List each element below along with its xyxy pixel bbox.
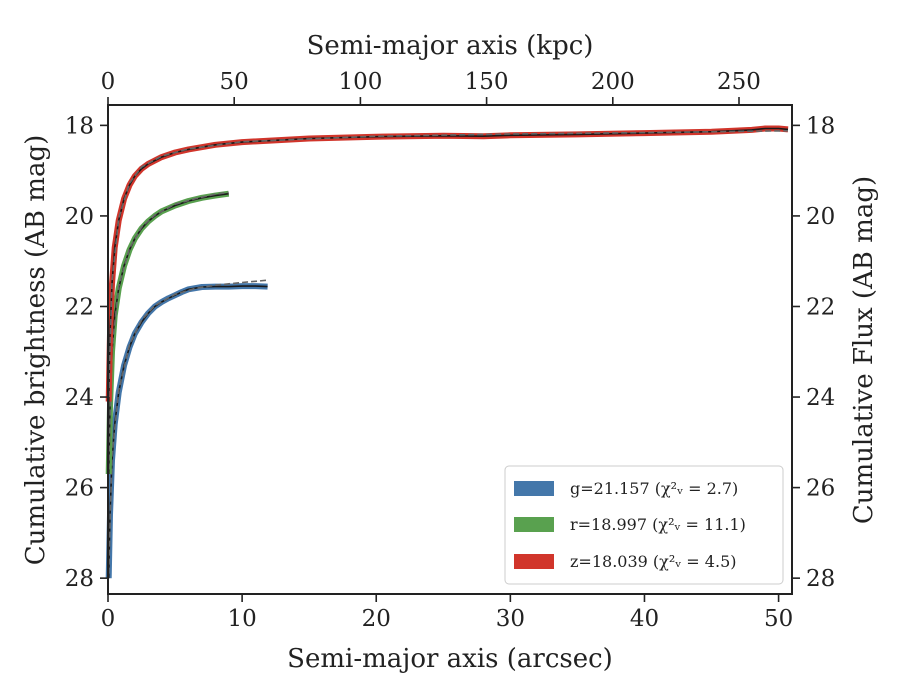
legend: g=21.157 (χ²ᵥ = 2.7) r=18.997 (χ²ᵥ = 11.…: [504, 465, 784, 585]
plot-frame: [107, 104, 793, 595]
x-axis-label-top: Semi-major axis (kpc): [307, 31, 594, 61]
series-model-g: [107, 279, 268, 574]
top-x-tick-label: 200: [591, 69, 635, 95]
series-line-g: [107, 285, 268, 579]
y-tick-label-left: 18: [65, 113, 94, 139]
y-tick-label-right: 28: [806, 566, 835, 592]
top-x-tick-label: 0: [101, 69, 116, 95]
y-tick-label-right: 22: [806, 294, 835, 320]
series-model-r: [107, 191, 229, 470]
x-tick-label: 40: [630, 606, 659, 632]
y-axis-label-left: Cumulative brightness (AB mag): [21, 135, 51, 566]
legend-entry-r: r=18.997 (χ²ᵥ = 11.1): [570, 515, 746, 534]
y-axis-label-right: Cumulative Flux (AB mag): [849, 176, 879, 524]
top-x-tick-label: 50: [220, 69, 249, 95]
x-tick-label: 50: [764, 606, 793, 632]
legend-swatch-z: [514, 554, 554, 569]
y-tick-label-right: 26: [806, 476, 835, 502]
y-tick-label-left: 28: [65, 566, 94, 592]
series-line-r: [107, 192, 229, 475]
series-line-z: [107, 127, 789, 402]
x-tick-label: 0: [101, 606, 116, 632]
y-tick-label-left: 22: [65, 294, 94, 320]
y-tick-label-left: 24: [65, 385, 94, 411]
y-tick-label-right: 24: [806, 385, 835, 411]
top-x-tick-label: 100: [338, 69, 382, 95]
x-tick-label: 10: [227, 606, 256, 632]
legend-swatch-r: [514, 517, 554, 532]
axis-ticks-layer: 0 10 20 30 40 50 0 50 100 150 200 250 18 18 20 20 22 22 24…: [65, 69, 836, 632]
series-band-g: [105, 283, 268, 579]
top-x-tick-label: 150: [465, 69, 509, 95]
series-layer: [105, 125, 789, 579]
x-axis-label-bottom: Semi-major axis (arcsec): [287, 644, 613, 674]
series-band-z: [105, 125, 789, 402]
y-tick-label-right: 20: [806, 204, 835, 230]
y-tick-label-left: 20: [65, 204, 94, 230]
x-tick-label: 30: [496, 606, 525, 632]
legend-entry-z: z=18.039 (χ²ᵥ = 4.5): [570, 552, 736, 571]
legend-entry-g: g=21.157 (χ²ᵥ = 2.7): [570, 479, 738, 498]
y-tick-label-left: 26: [65, 476, 94, 502]
legend-swatch-g: [514, 481, 554, 496]
legend-box: [504, 465, 784, 585]
y-tick-label-right: 18: [806, 113, 835, 139]
series-model-z: [107, 130, 789, 398]
series-band-r: [105, 190, 230, 475]
x-tick-label: 20: [362, 606, 391, 632]
top-x-tick-label: 250: [717, 69, 761, 95]
